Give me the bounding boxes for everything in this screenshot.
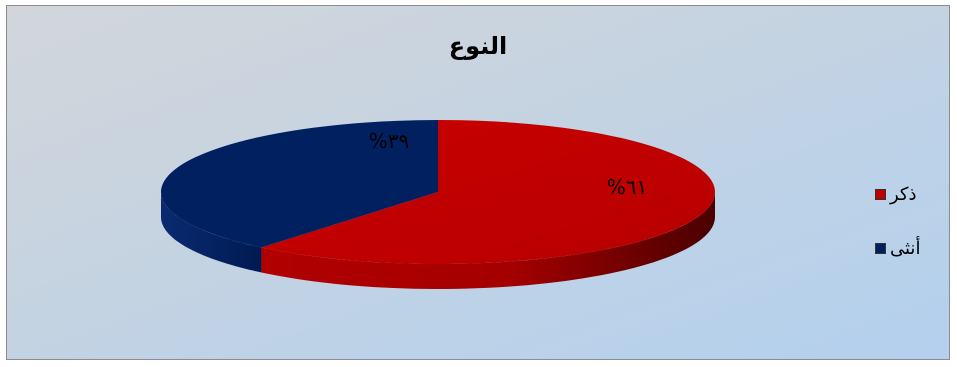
chart-title: النوع [448,32,508,60]
pie-slice-female [160,120,438,248]
pie-side-female [161,192,262,273]
data-label-female: %٣٩ [369,129,410,153]
pie-chart: %٦١ %٣٩ [160,120,715,289]
legend-label-male: ذكر [890,183,917,205]
pie-side-male [261,192,715,289]
legend-item-female: أنثى [875,236,920,260]
legend-swatch-male [875,188,886,200]
legend-label-female: أنثى [890,237,921,259]
legend-item-male: ذكر [875,182,920,206]
legend-swatch-female [875,242,886,254]
pie-slice-male [261,120,715,264]
legend: ذكر أنثى [875,182,920,290]
chart-area: النوع %٦١ %٣٩ ذكر أنثى [6,5,950,360]
data-label-male: %٦١ [607,175,648,199]
